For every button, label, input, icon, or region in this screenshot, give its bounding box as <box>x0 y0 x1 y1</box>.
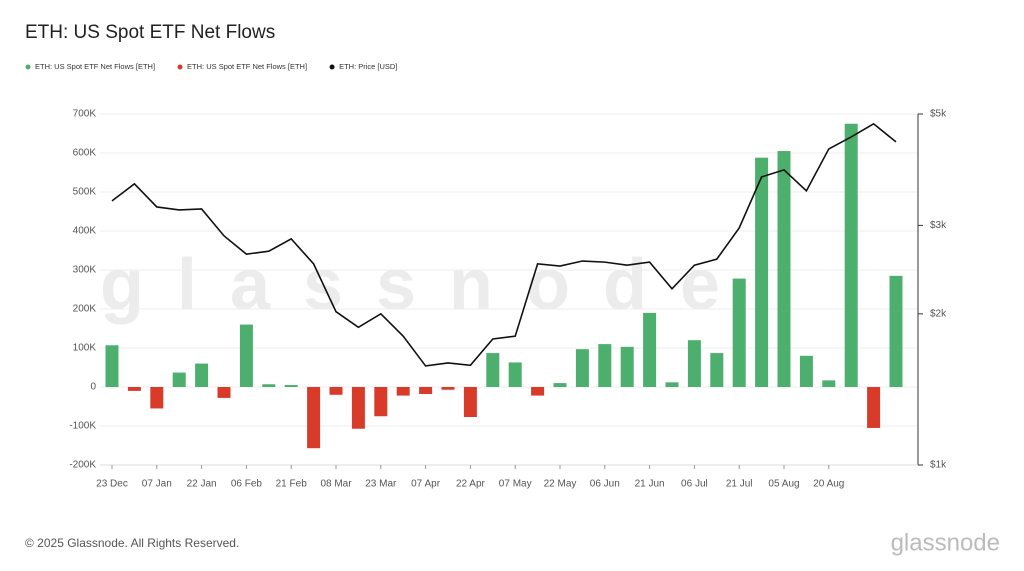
bar <box>777 151 791 387</box>
watermark: glassnode <box>100 245 720 325</box>
bar <box>755 157 769 387</box>
x-tick-label: 22 May <box>544 479 577 490</box>
y-tick-label: 300K <box>73 265 97 276</box>
y2-tick-label: $5k <box>930 109 947 120</box>
y-tick-label: -200K <box>69 460 96 471</box>
x-tick-label: 07 Apr <box>411 479 441 490</box>
bar <box>195 363 209 387</box>
chart-title: ETH: US Spot ETF Net Flows <box>25 22 275 43</box>
x-tick-label: 20 Aug <box>813 479 844 490</box>
y2-tick-label: $2k <box>930 308 947 319</box>
bar <box>374 387 388 417</box>
bar <box>598 344 612 387</box>
bar <box>172 372 186 387</box>
bar <box>463 387 477 418</box>
legend-swatch <box>25 64 31 70</box>
price-line <box>111 122 897 367</box>
bar <box>351 387 365 429</box>
x-tick-label: 23 Mar <box>365 479 397 490</box>
x-tick-label: 21 Jun <box>635 479 665 490</box>
bar <box>575 349 589 387</box>
y-tick-label: 0 <box>90 382 96 393</box>
x-tick-label: 06 Jul <box>681 479 708 490</box>
bar <box>307 387 321 449</box>
bar <box>329 387 343 395</box>
bar <box>710 353 724 387</box>
bar <box>284 385 298 387</box>
bar <box>105 345 119 387</box>
legend-swatch <box>329 64 335 70</box>
bar <box>419 387 433 395</box>
y-tick-label: 600K <box>73 148 97 159</box>
bar <box>822 380 836 387</box>
bar <box>665 382 679 387</box>
bar <box>889 275 903 387</box>
y2-tick-label: $1k <box>930 460 947 471</box>
bar <box>799 355 813 387</box>
bar <box>441 387 455 390</box>
legend-swatch <box>177 64 183 70</box>
x-tick-label: 06 Jun <box>590 479 620 490</box>
x-tick-label: 21 Jul <box>726 479 753 490</box>
x-tick-label: 21 Feb <box>276 479 308 490</box>
bar <box>531 387 545 396</box>
x-tick-label: 06 Feb <box>231 479 263 490</box>
bar <box>844 123 858 387</box>
y-tick-label: 100K <box>73 343 97 354</box>
y2-tick-label: $3k <box>930 220 947 231</box>
bar <box>643 312 657 387</box>
footer: © 2025 Glassnode. All Rights Reserved. <box>25 536 239 550</box>
x-tick-label: 22 Apr <box>456 479 486 490</box>
legend-label: ETH: Price [USD] <box>339 62 397 71</box>
y-tick-label: 700K <box>73 109 97 120</box>
bar <box>150 387 164 409</box>
y-tick-label: -100K <box>69 421 96 432</box>
bar <box>620 346 634 387</box>
bar <box>486 353 500 387</box>
y-tick-label: 400K <box>73 226 97 237</box>
bar <box>867 387 881 428</box>
x-tick-label: 05 Aug <box>768 479 799 490</box>
y-tick-label: 200K <box>73 304 97 315</box>
legend-label: ETH: US Spot ETF Net Flows [ETH] <box>35 62 155 71</box>
x-tick-label: 07 May <box>499 479 532 490</box>
x-tick-label: 23 Dec <box>96 479 128 490</box>
bar <box>687 340 701 387</box>
x-tick-label: 07 Jan <box>142 479 172 490</box>
bar <box>732 278 746 387</box>
bar <box>396 387 410 396</box>
y-tick-label: 500K <box>73 187 97 198</box>
bar <box>508 362 522 387</box>
legend-label: ETH: US Spot ETF Net Flows [ETH] <box>187 62 307 71</box>
bar <box>239 324 253 387</box>
bar <box>553 383 567 387</box>
x-tick-label: 22 Jan <box>187 479 217 490</box>
logo: glassnode <box>891 529 1000 556</box>
bar <box>217 387 231 398</box>
bar <box>127 387 141 391</box>
bar <box>262 384 276 387</box>
x-tick-label: 08 Mar <box>320 479 352 490</box>
